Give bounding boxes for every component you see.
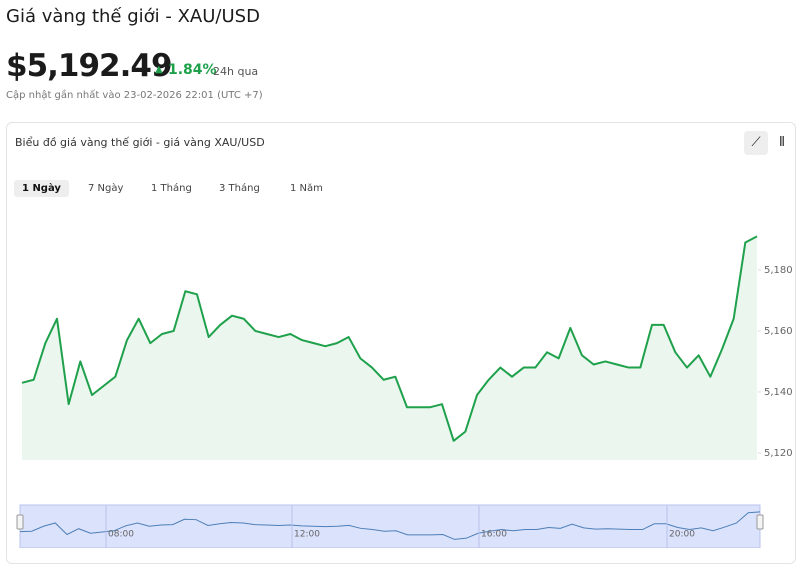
chart: 5,120 5,140 5,160 5,180 08:00 12:00 16:00 20:00 xyxy=(16,235,793,548)
page-title: Giá vàng thế giới - XAU/USD xyxy=(6,6,260,27)
y-tick-label: 5,120 xyxy=(764,448,793,459)
range-tab[interactable]: 1 Ngày xyxy=(14,180,69,197)
y-tick-label: 5,160 xyxy=(764,326,793,337)
price: $5,192.49 xyxy=(6,48,173,84)
candle-chart-button[interactable]: ⫴ xyxy=(779,135,785,150)
updated: Cập nhật gần nhất vào 23-02-2026 22:01 (… xyxy=(6,90,263,101)
panel-title: Biểu đồ giá vàng thế giới - giá vàng XAU… xyxy=(15,136,265,149)
range-tab[interactable]: 1 Năm xyxy=(290,183,323,194)
range-tab[interactable]: 1 Tháng xyxy=(151,183,192,194)
up-arrow: ▲ xyxy=(155,64,163,75)
price-line xyxy=(21,235,758,442)
y-tick-label: 5,140 xyxy=(764,387,793,398)
page: Giá vàng thế giới - XAU/USD $5,192.49 ▲ … xyxy=(6,6,796,564)
navigator xyxy=(19,504,761,548)
navigator-label: 16:00 xyxy=(481,530,507,540)
line-chart-button[interactable]: ⟋ xyxy=(744,131,768,155)
navigator-handle xyxy=(756,514,764,530)
change: 1.84% xyxy=(168,62,217,78)
navigator-handle xyxy=(16,514,24,530)
navigator-label: 20:00 xyxy=(669,530,695,540)
navigator-label: 12:00 xyxy=(294,530,320,540)
navigator-label: 08:00 xyxy=(108,530,134,540)
range-tab[interactable]: 7 Ngày xyxy=(88,183,124,194)
range-tab[interactable]: 3 Tháng xyxy=(219,183,260,194)
y-tick-label: 5,180 xyxy=(764,265,793,276)
area xyxy=(22,236,757,460)
period: 24h qua xyxy=(213,65,259,78)
navigator-line xyxy=(19,511,761,540)
